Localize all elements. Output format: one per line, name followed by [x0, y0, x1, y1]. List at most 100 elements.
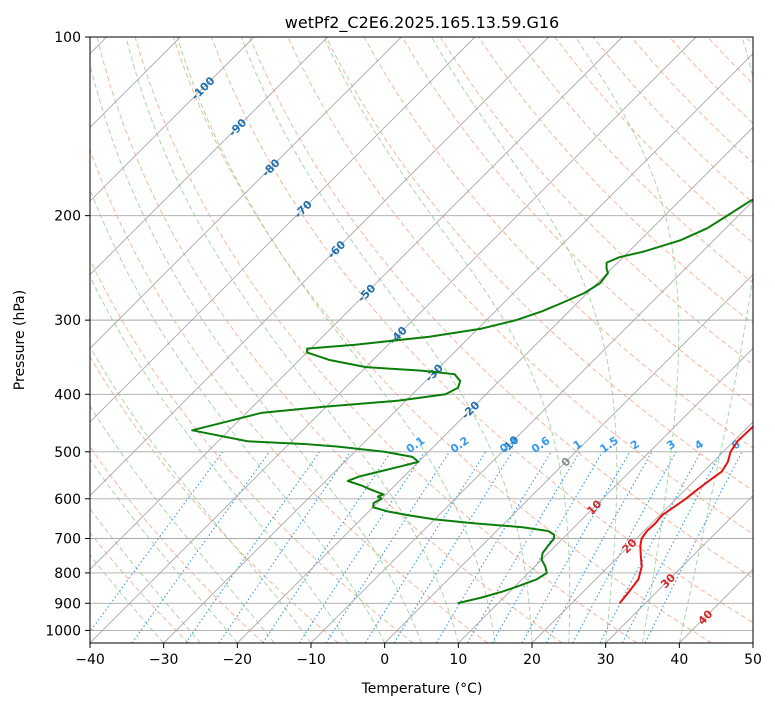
mixing-ratio-label-group: 0.1: [404, 434, 427, 456]
pressure-gridlines: [90, 37, 753, 631]
isotherm-line: [237, 126, 753, 643]
isotherm-label: -100: [189, 74, 218, 103]
isotherm-line: [310, 200, 753, 643]
isotherm-line: [90, 37, 328, 276]
y-tick-label: 100: [54, 30, 81, 46]
mixing-ratio-label-group: 0.6: [529, 434, 553, 456]
isotherm-line: [679, 568, 753, 643]
x-axis-ticks: −40 −30 −20 −10 0 10 20 30 40 50: [75, 643, 762, 668]
isotherm-label-group: -70: [292, 198, 315, 221]
x-axis-label: Temperature (°C): [361, 681, 483, 697]
mixing-ratio-line: [435, 451, 552, 643]
dry-adiabat: [90, 445, 264, 643]
dry-adiabat: [211, 37, 753, 624]
mixing-ratio-line: [298, 451, 426, 643]
moist-adiabat: [323, 37, 571, 643]
y-tick-label: 200: [54, 209, 81, 225]
isotherm-label: -70: [292, 198, 315, 221]
isotherm-label: -80: [259, 156, 282, 179]
moist-adiabat: [431, 37, 618, 643]
y-tick-label: 900: [54, 596, 81, 612]
x-tick-label: 0: [380, 652, 389, 668]
temperature-line: [618, 425, 753, 604]
mixing-ratio-label-group: 2: [628, 437, 642, 452]
zero-isotherm-label: 0: [559, 455, 574, 470]
chart-title: wetPf2_C2E6.2025.165.13.59.G16: [285, 13, 559, 33]
moist-adiabat: [678, 37, 753, 643]
isotherm-label: -20: [459, 398, 482, 421]
dry-adiabat: [90, 531, 190, 643]
isotherm-label: -90: [226, 116, 249, 139]
plot-frame: [89, 36, 754, 644]
isotherm-label-group: -100: [189, 74, 218, 103]
mixing-ratio-line: [364, 451, 487, 643]
dewpoint-line: [191, 198, 753, 605]
mixing-ratio-label: 0.6: [529, 434, 553, 456]
isotherm-line: [531, 421, 753, 643]
x-tick-label: −20: [223, 652, 253, 668]
sounding-series: [191, 198, 753, 605]
isotherm-label-group: 40: [695, 607, 715, 627]
plot-area: -100-90-80-70-60-50-40-30-20-10010203040…: [90, 37, 753, 643]
dry-adiabat: [325, 37, 753, 492]
isotherm-label: 10: [584, 497, 604, 517]
mixing-ratio-line: [545, 451, 653, 643]
y-tick-label: 600: [54, 492, 81, 508]
isotherm-line: [605, 495, 753, 643]
x-tick-label: −40: [75, 652, 105, 668]
moist-adiabats: [90, 37, 753, 643]
x-tick-label: 50: [744, 652, 762, 668]
dry-adiabat: [669, 37, 753, 125]
x-tick-label: 30: [597, 652, 615, 668]
moist-adiabat: [90, 554, 165, 643]
mixing-ratio-label-group: 0.2: [448, 434, 471, 456]
isotherm-line: [90, 37, 402, 349]
x-tick-label: 10: [449, 652, 467, 668]
moist-adiabat: [90, 458, 238, 643]
zero-isotherm-label-group: 0: [559, 455, 574, 470]
x-tick-label: 20: [523, 652, 541, 668]
mixing-ratio-line: [131, 451, 271, 643]
mixing-ratio-label: 2: [628, 437, 642, 452]
mixing-ratio-label: 0.2: [448, 434, 471, 456]
y-tick-label: 400: [54, 387, 81, 403]
moist-adiabat: [125, 37, 459, 643]
isotherm-label-group: -40: [387, 324, 410, 347]
isotherm-label-group: 30: [658, 571, 678, 591]
y-tick-label: 800: [54, 566, 81, 582]
mixing-ratio-line: [599, 451, 702, 643]
dry-adiabat: [96, 37, 563, 643]
mixing-ratio-line: [644, 451, 743, 643]
y-axis-label: Pressure (hPa): [12, 290, 28, 390]
moist-adiabat: [90, 345, 312, 643]
x-tick-label: −30: [149, 652, 179, 668]
isotherm-label: -50: [355, 281, 378, 304]
isotherm-line: [90, 37, 623, 570]
isotherm-label-group: -50: [355, 281, 378, 304]
mixing-ratio-line: [90, 451, 224, 633]
mixing-ratio-line: [325, 451, 451, 643]
isotherm-line: [458, 347, 753, 643]
isotherm-line: [163, 53, 753, 643]
isotherm-line: [90, 37, 476, 423]
moist-adiabat: [575, 37, 680, 643]
mixing-ratio-line: [262, 451, 392, 643]
isotherm-label-group: -60: [325, 238, 348, 261]
mixing-ratio-line: [467, 451, 581, 643]
dry-adiabat: [90, 148, 488, 643]
isotherm-label-group: -80: [259, 156, 282, 179]
mixing-ratio-lines: [90, 451, 743, 643]
dry-adiabat: [592, 37, 753, 204]
mixing-ratio-label: 4: [692, 437, 706, 452]
isotherm-line: [384, 274, 753, 643]
isotherm-label-group: -20: [459, 398, 482, 421]
isotherm-label: 40: [695, 607, 715, 627]
dry-adiabat: [90, 355, 339, 643]
y-axis-ticks: 100 200 300 400 500 600 700 800 900 1000: [45, 30, 90, 639]
x-tick-label: −10: [296, 652, 326, 668]
mixing-ratio-line: [185, 451, 321, 643]
moist-adiabat: [240, 37, 533, 643]
moist-adiabat: [90, 188, 386, 643]
isotherm-line: [90, 37, 255, 202]
